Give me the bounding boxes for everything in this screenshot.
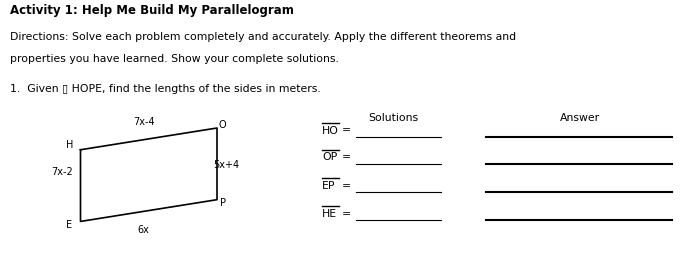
Text: =: = [342, 209, 351, 219]
Text: 7x-2: 7x-2 [50, 166, 73, 177]
Text: 1.  Given ▯ HOPE, find the lengths of the sides in meters.: 1. Given ▯ HOPE, find the lengths of the… [10, 84, 321, 94]
Text: E: E [66, 220, 71, 230]
Text: =: = [342, 125, 351, 136]
Text: 7x-4: 7x-4 [133, 117, 154, 127]
Text: EP: EP [322, 180, 335, 191]
Text: 6x: 6x [138, 225, 149, 236]
Text: HO: HO [322, 125, 339, 136]
Text: Answer: Answer [559, 113, 600, 123]
Text: OP: OP [322, 152, 337, 163]
Text: =: = [342, 180, 351, 191]
Text: Activity 1: Help Me Build My Parallelogram: Activity 1: Help Me Build My Parallelogr… [10, 4, 295, 17]
Text: 5x+4: 5x+4 [213, 160, 239, 170]
Text: HE: HE [322, 209, 337, 219]
Text: O: O [219, 120, 226, 130]
Text: =: = [342, 152, 351, 163]
Text: properties you have learned. Show your complete solutions.: properties you have learned. Show your c… [10, 54, 340, 64]
Text: H: H [66, 140, 74, 150]
Text: Solutions: Solutions [368, 113, 419, 123]
Text: Directions: Solve each problem completely and accurately. Apply the different th: Directions: Solve each problem completel… [10, 32, 517, 42]
Text: P: P [220, 198, 225, 208]
